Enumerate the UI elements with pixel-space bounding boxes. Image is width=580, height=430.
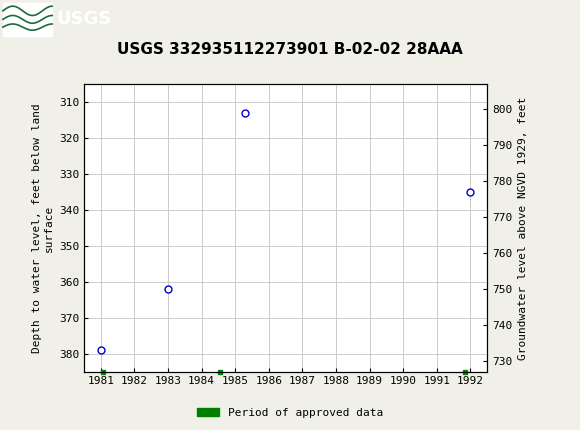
- Y-axis label: Depth to water level, feet below land
surface: Depth to water level, feet below land su…: [32, 103, 53, 353]
- Text: USGS: USGS: [57, 10, 112, 28]
- Legend: Period of approved data: Period of approved data: [193, 403, 387, 422]
- Y-axis label: Groundwater level above NGVD 1929, feet: Groundwater level above NGVD 1929, feet: [518, 96, 528, 359]
- Bar: [3, 3, 52, 36]
- Text: USGS 332935112273901 B-02-02 28AAA: USGS 332935112273901 B-02-02 28AAA: [117, 42, 463, 57]
